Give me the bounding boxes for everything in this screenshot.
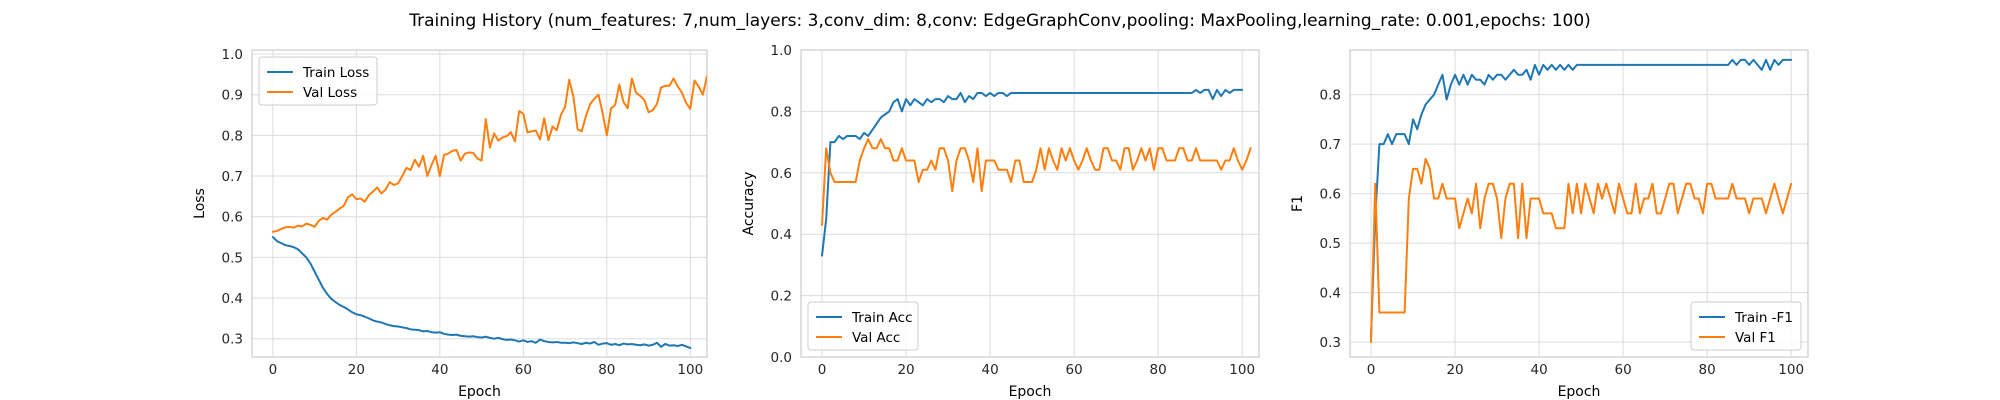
y-tick-label: 0.2 [771,289,792,305]
y-tick-label: 0.6 [222,210,243,226]
y-tick-label: 0.5 [1320,236,1341,252]
figure-title: Training History (num_features: 7,num_la… [408,11,1591,31]
series-line-train-loss [271,236,692,350]
y-tick-label: 0.4 [1320,286,1341,302]
legend: Train Acc Val Acc [807,301,919,351]
x-tick-label: 0 [818,362,827,378]
x-axis-label: Epoch [458,384,501,400]
y-tick-label: 0.6 [771,166,792,182]
f1-chart: 0 20 40 60 80 100 0.3 0.4 0.5 0.6 0.7 0.8 Epoch F1 Tra… [1290,49,1809,400]
y-tick-label: 0.7 [1320,137,1341,153]
y-tick-label: 1.0 [222,47,243,63]
x-axis-label: Epoch [1009,384,1052,400]
series-line-val-acc [821,138,1252,226]
legend-label: Val Loss [303,85,357,101]
x-tick-label: 20 [348,362,365,378]
series-line-val-f1 [1370,157,1793,344]
y-tick-label: 0.8 [1320,88,1341,104]
y-axis-label: Accuracy [741,172,757,236]
x-tick-label: 0 [269,362,278,378]
loss-chart: 0 20 40 60 80 100 0.3 0.4 0.5 0.6 0.7 0.8 0.9 1.0 Epoc… [192,47,708,400]
plot-frame [1349,49,1809,358]
legend-label: Train Acc [851,310,913,326]
series-line-train-f1 [1370,58,1793,339]
series-line-val-loss [271,75,707,233]
x-tick-label: 60 [515,362,532,378]
y-tick-label: 0.3 [222,332,243,348]
x-tick-label: 20 [897,362,914,378]
x-tick-label: 80 [1150,362,1167,378]
y-axis-label: F1 [1290,195,1306,212]
y-tick-label: 0.3 [1320,335,1341,351]
x-tick-label: 100 [677,362,703,378]
legend-label: Train Loss [302,65,369,81]
legend-label: Val Acc [852,330,900,346]
y-axis-label: Loss [192,188,208,219]
y-tick-label: 0.6 [1320,187,1341,203]
x-axis-label: Epoch [1558,384,1601,400]
y-tick-label: 0.0 [771,350,792,366]
x-tick-label: 60 [1066,362,1083,378]
y-tick-label: 0.5 [222,250,243,266]
plot-frame [251,49,708,358]
x-tick-label: 80 [598,362,615,378]
y-tick-label: 0.4 [222,291,243,307]
x-tick-label: 40 [1530,362,1547,378]
accuracy-chart: 0 20 40 60 80 100 0.0 0.2 0.4 0.6 0.8 1.0 Epoch Accur… [741,43,1260,400]
y-tick-label: 1.0 [771,43,792,59]
y-tick-label: 0.4 [771,227,792,243]
x-tick-label: 40 [981,362,998,378]
x-tick-label: 100 [1229,362,1255,378]
legend: Train -F1 Val F1 [1690,301,1802,351]
plot-frame [800,49,1260,358]
x-tick-label: 40 [431,362,448,378]
legend-label: Train -F1 [1734,310,1793,326]
y-tick-label: 0.8 [222,128,243,144]
legend: Train Loss Val Loss [258,56,378,106]
y-tick-label: 0.8 [771,104,792,120]
y-tick-label: 0.9 [222,88,243,104]
x-tick-label: 80 [1699,362,1716,378]
x-tick-label: 60 [1615,362,1632,378]
x-tick-label: 100 [1778,362,1804,378]
x-tick-label: 20 [1446,362,1463,378]
x-tick-label: 0 [1367,362,1376,378]
series-line-train-acc [821,88,1244,257]
y-tick-label: 0.7 [222,169,243,185]
legend-label: Val F1 [1735,330,1776,346]
